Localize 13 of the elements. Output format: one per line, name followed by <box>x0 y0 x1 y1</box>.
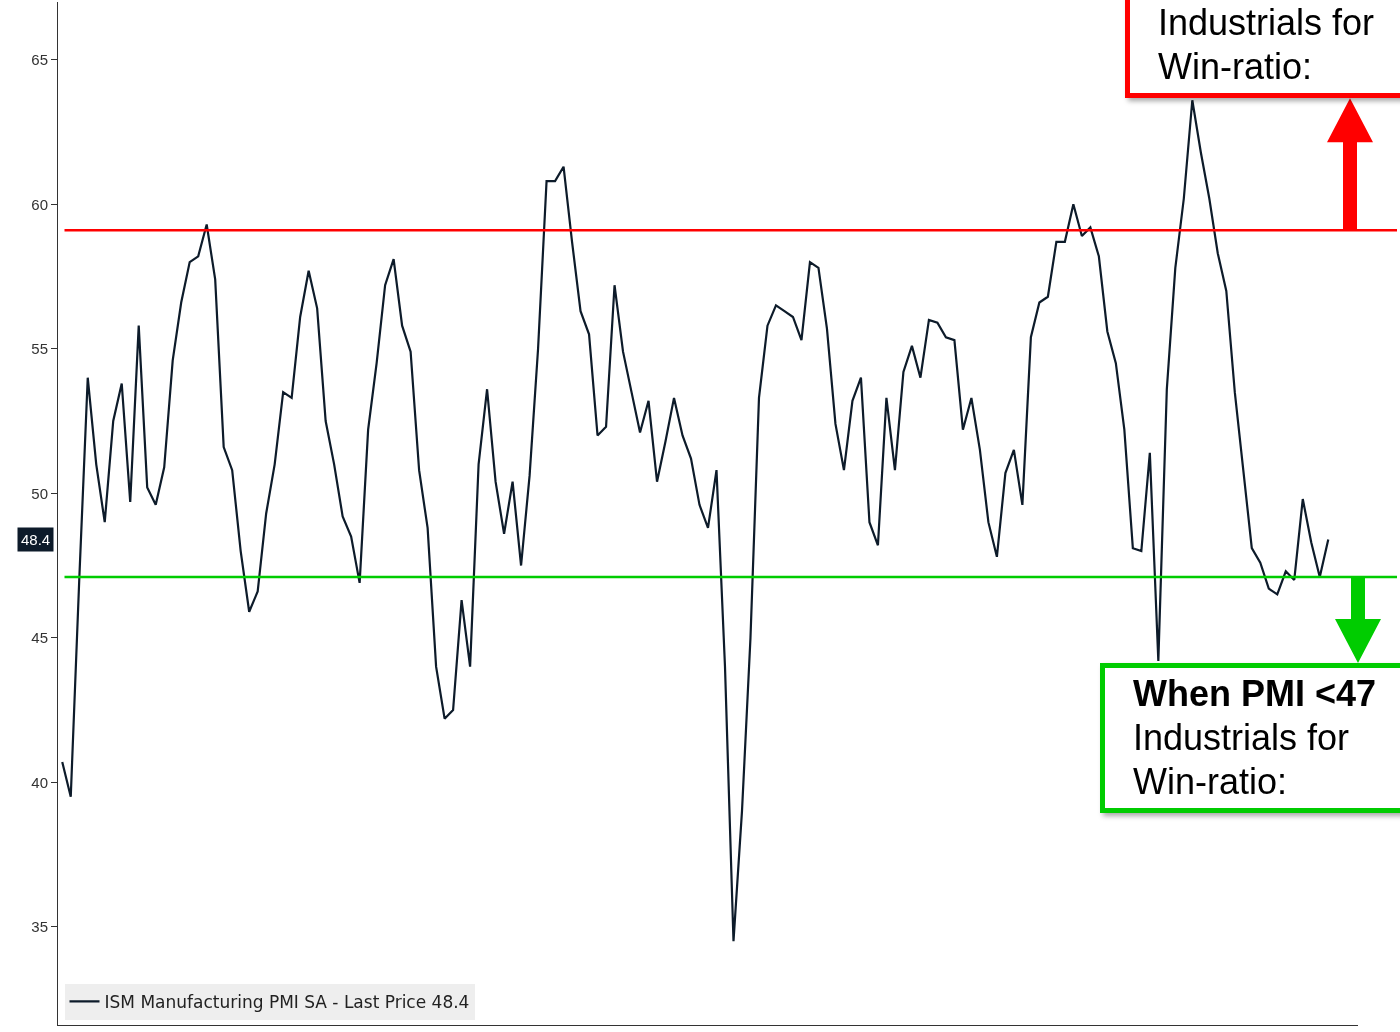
lower-text-box: When PMI <47 Industrials for Win-ratio: <box>1100 663 1400 814</box>
y-tick-label: 35 <box>31 918 48 935</box>
y-tick-label: 55 <box>31 340 48 358</box>
y-tick-label: 60 <box>31 195 48 213</box>
y-tick-label: 65 <box>31 51 48 69</box>
annotation: Industrials for Win-ratio: <box>1158 1 1376 90</box>
annotation: When PMI <47 Industrials for Win-ratio: <box>1133 672 1378 805</box>
legend-label: ISM Manufacturing PMI SA - Last Price 48.4 <box>104 992 470 1013</box>
y-tick-label: 50 <box>31 484 48 502</box>
y-tick-label: 45 <box>31 629 48 647</box>
upper-text-box: Industrials for Win-ratio: <box>1125 0 1400 99</box>
y-tick-label: 40 <box>31 773 48 791</box>
text: 48.4 <box>21 531 51 548</box>
